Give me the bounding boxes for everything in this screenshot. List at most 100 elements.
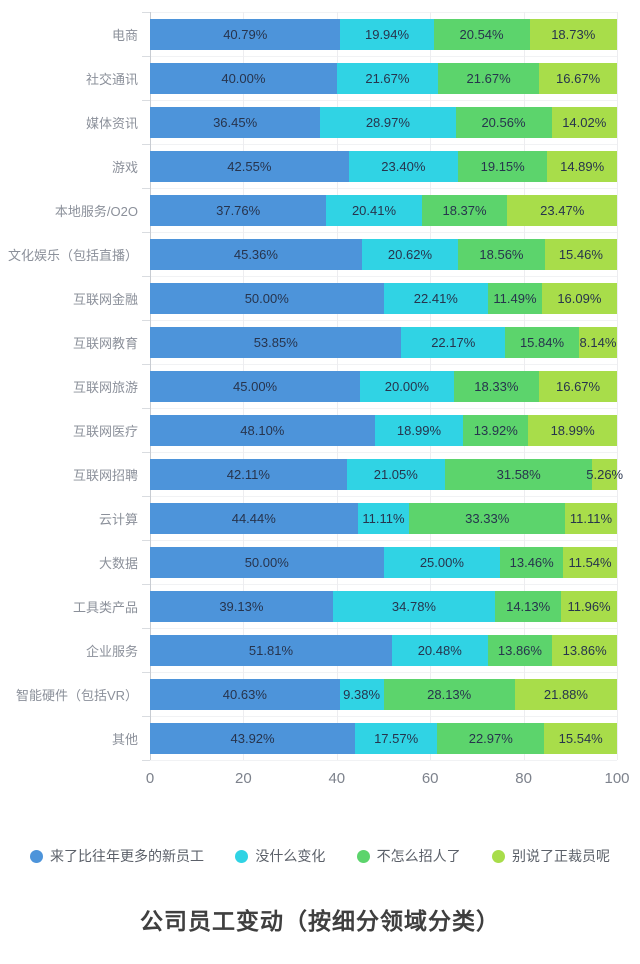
bar-segment[interactable]: 18.37% bbox=[421, 194, 508, 226]
bar-segment[interactable]: 18.99% bbox=[374, 414, 464, 446]
bar-segment[interactable]: 20.41% bbox=[326, 194, 422, 226]
bar-segment[interactable]: 50.00% bbox=[150, 282, 384, 314]
bar-segment[interactable]: 40.79% bbox=[150, 18, 341, 50]
bar-segment[interactable]: 20.48% bbox=[391, 634, 488, 666]
bar-segment[interactable]: 15.54% bbox=[544, 722, 617, 754]
bar-segment[interactable]: 16.67% bbox=[539, 62, 618, 94]
category-label: 本地服务/O2O bbox=[54, 203, 138, 219]
bar-segment[interactable]: 23.47% bbox=[507, 194, 618, 226]
bar-segment[interactable]: 18.99% bbox=[528, 414, 617, 446]
x-axis: 0 20 40 60 80 100 bbox=[146, 760, 630, 796]
bar-segment[interactable]: 36.45% bbox=[150, 106, 321, 138]
legend-item[interactable]: 别说了正裁员呢 bbox=[491, 846, 610, 866]
bar-segment[interactable]: 45.36% bbox=[150, 238, 362, 270]
bar-value-label: 42.11% bbox=[226, 466, 270, 482]
bar-segment[interactable]: 48.10% bbox=[150, 414, 375, 446]
bar-segment[interactable]: 20.54% bbox=[433, 18, 530, 50]
bar-segment[interactable]: 33.33% bbox=[409, 502, 566, 534]
bar-segment[interactable]: 8.14% bbox=[578, 326, 617, 358]
bar-value-label: 14.89% bbox=[560, 158, 605, 174]
bar-value-label: 42.55% bbox=[227, 158, 272, 174]
bar-value-label: 22.41% bbox=[413, 290, 458, 306]
bar-segment[interactable]: 11.11% bbox=[357, 502, 410, 534]
bar-segment[interactable]: 51.81% bbox=[150, 634, 392, 666]
category-label: 电商 bbox=[111, 27, 138, 43]
bar-segment[interactable]: 21.67% bbox=[437, 62, 540, 94]
bar-segment[interactable]: 53.85% bbox=[150, 326, 402, 358]
bar-segment[interactable]: 20.00% bbox=[360, 370, 454, 402]
bar-segment[interactable]: 15.46% bbox=[544, 238, 617, 270]
bar-segment[interactable]: 20.56% bbox=[455, 106, 552, 138]
bar-segment[interactable]: 19.94% bbox=[340, 18, 434, 50]
bar-track: 50.00% 25.00% 13.46% 11.54% bbox=[150, 546, 617, 578]
legend-label: 不怎么招人了 bbox=[376, 848, 461, 864]
bar-segment[interactable]: 28.13% bbox=[383, 678, 515, 710]
legend-dot-icon bbox=[356, 849, 370, 863]
bar-segment[interactable]: 11.49% bbox=[488, 282, 542, 314]
bar-segment[interactable]: 37.76% bbox=[150, 194, 327, 226]
bar-segment[interactable]: 31.58% bbox=[444, 458, 593, 490]
bar-segment[interactable]: 13.86% bbox=[552, 634, 617, 666]
bar-segment[interactable]: 11.11% bbox=[565, 502, 617, 534]
bar-segment[interactable]: 22.41% bbox=[383, 282, 489, 314]
bar-value-label: 50.00% bbox=[244, 290, 289, 306]
bar-segment[interactable]: 43.92% bbox=[150, 722, 356, 754]
bar-value-label: 51.81% bbox=[248, 642, 293, 658]
bar-segment[interactable]: 45.00% bbox=[150, 370, 361, 402]
bar-segment[interactable]: 22.17% bbox=[401, 326, 505, 358]
category-label: 互联网招聘 bbox=[72, 467, 138, 483]
legend-item[interactable]: 不怎么招人了 bbox=[356, 846, 461, 866]
bar-segment[interactable]: 42.55% bbox=[150, 150, 349, 182]
bar-segment[interactable]: 16.09% bbox=[541, 282, 617, 314]
bar-segment[interactable]: 13.86% bbox=[487, 634, 553, 666]
legend-item[interactable]: 没什么变化 bbox=[235, 846, 325, 866]
bar-segment[interactable]: 23.40% bbox=[348, 150, 458, 182]
bar-value-label: 31.58% bbox=[496, 466, 541, 482]
bar-segment[interactable]: 34.78% bbox=[332, 590, 496, 622]
bar-value-label: 23.40% bbox=[381, 158, 426, 174]
bar-segment[interactable]: 44.44% bbox=[150, 502, 358, 534]
bar-value-label: 28.13% bbox=[427, 686, 472, 702]
bar-track: 40.63% 9.38% 28.13% 21.88% bbox=[150, 678, 617, 710]
bar-segment[interactable]: 18.56% bbox=[458, 238, 545, 270]
bar-segment[interactable]: 20.62% bbox=[361, 238, 459, 270]
bar-segment[interactable]: 13.46% bbox=[500, 546, 564, 578]
bar-track: 53.85% 22.17% 15.84% 8.14% bbox=[150, 326, 617, 358]
bar-segment[interactable]: 15.84% bbox=[505, 326, 579, 358]
bar-segment[interactable]: 50.00% bbox=[150, 546, 384, 578]
bar-segment[interactable]: 13.92% bbox=[463, 414, 529, 446]
bar-segment[interactable]: 28.97% bbox=[320, 106, 456, 138]
bar-value-label: 20.62% bbox=[387, 246, 433, 262]
bar-segment[interactable]: 25.00% bbox=[383, 546, 501, 578]
bar-segment[interactable]: 40.63% bbox=[150, 678, 340, 710]
bar-segment[interactable]: 18.33% bbox=[453, 370, 540, 402]
bar-segment[interactable]: 14.02% bbox=[551, 106, 617, 138]
bar-segment[interactable]: 5.26% bbox=[586, 458, 623, 490]
bar-value-label: 45.00% bbox=[233, 378, 278, 394]
bar-value-label: 15.84% bbox=[519, 334, 565, 350]
bar-segment[interactable]: 14.13% bbox=[495, 590, 562, 622]
bar-value-label: 18.56% bbox=[479, 246, 524, 262]
bar-segment[interactable]: 9.38% bbox=[339, 678, 384, 710]
bar-value-label: 18.33% bbox=[474, 378, 519, 394]
bar-segment[interactable]: 14.89% bbox=[547, 150, 617, 182]
bar-segment[interactable]: 21.05% bbox=[346, 458, 445, 490]
bar-segment[interactable]: 21.67% bbox=[336, 62, 438, 94]
bar-segment[interactable]: 21.88% bbox=[514, 678, 617, 710]
bar-segment[interactable]: 19.15% bbox=[457, 150, 548, 182]
bar-segment[interactable]: 18.73% bbox=[529, 18, 617, 50]
bar-segment[interactable]: 17.57% bbox=[355, 722, 438, 754]
legend-item[interactable]: 来了比往年更多的新员工 bbox=[30, 846, 204, 866]
bar-segment[interactable]: 22.97% bbox=[437, 722, 545, 754]
bar-segment[interactable]: 42.11% bbox=[150, 458, 347, 490]
bar-value-label: 22.17% bbox=[431, 334, 476, 350]
bar-segment[interactable]: 16.67% bbox=[539, 370, 617, 402]
bar-track: 42.11% 21.05% 31.58% 5.26% bbox=[150, 458, 623, 490]
bar-segment[interactable]: 40.00% bbox=[150, 62, 337, 94]
bar-value-label: 15.46% bbox=[558, 246, 603, 262]
bar-value-label: 20.41% bbox=[351, 202, 397, 218]
bar-value-label: 33.33% bbox=[465, 510, 510, 526]
bar-segment[interactable]: 39.13% bbox=[150, 590, 333, 622]
bar-segment[interactable]: 11.54% bbox=[563, 546, 617, 578]
bar-segment[interactable]: 11.96% bbox=[561, 590, 617, 622]
